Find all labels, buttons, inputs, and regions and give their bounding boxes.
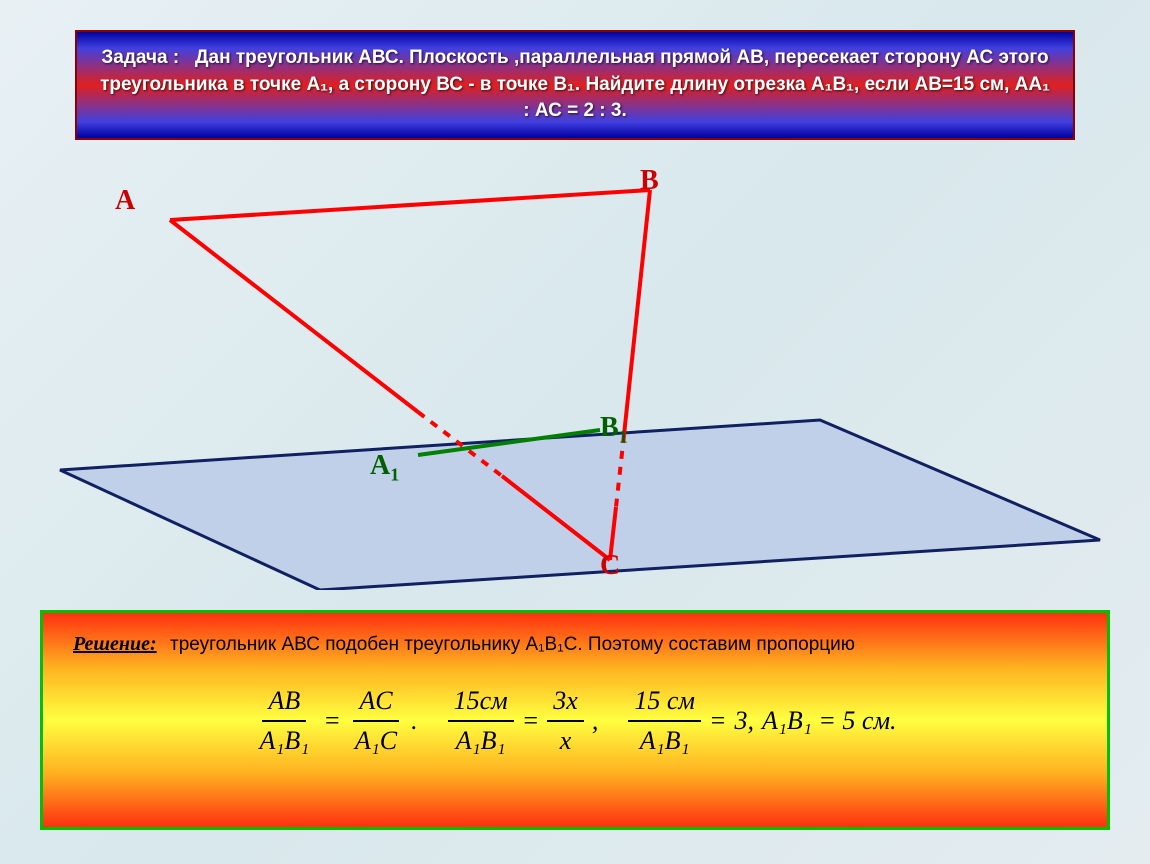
line-ab: [170, 190, 650, 220]
solution-header: Решение: треугольник АВС подобен треугол…: [73, 633, 1077, 656]
formula-2: 15смA₁B₁ = 3xx ,: [448, 686, 599, 756]
problem-body: Дан треугольник АВС. Плоскость ,параллел…: [100, 47, 1050, 121]
plane-shape: [60, 420, 1100, 590]
solution-statement: треугольник АВС подобен треугольнику А₁В…: [170, 634, 855, 655]
formula-row: ABA₁B₁ = ACA₁C . 15смA₁B₁ = 3xx , 15 смA…: [73, 686, 1077, 756]
problem-box: Задача : Дан треугольник АВС. Плоскость …: [75, 30, 1075, 140]
geometry-diagram: [40, 160, 1110, 590]
label-c: C: [600, 550, 620, 582]
line-ac-top: [170, 220, 418, 412]
formula-1: ABA₁B₁ = ACA₁C .: [253, 686, 417, 756]
formula-3: 15 смA₁B₁ = 3, A₁B₁ = 5 см.: [628, 686, 896, 756]
label-b1: B1: [600, 412, 628, 448]
solution-box: Решение: треугольник АВС подобен треугол…: [40, 610, 1110, 830]
diagram-svg: [40, 160, 1110, 590]
solution-title: Решение:: [73, 633, 157, 655]
problem-label: Задача :: [101, 47, 179, 68]
label-a: A: [115, 185, 135, 217]
problem-text: Задача : Дан треугольник АВС. Плоскость …: [97, 45, 1053, 125]
line-bc-top: [624, 190, 650, 435]
label-a1: A1: [370, 450, 399, 486]
label-b: B: [640, 165, 659, 197]
